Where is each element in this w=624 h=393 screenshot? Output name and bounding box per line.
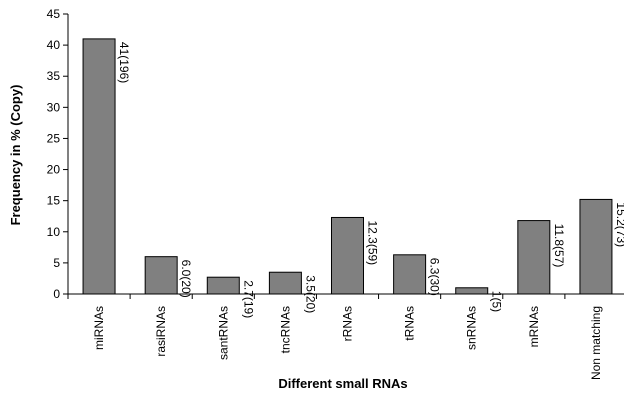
y-tick-label: 25 xyxy=(47,131,61,145)
category-label: rRNAs xyxy=(341,306,355,341)
data-label: 6.3(30) xyxy=(428,258,442,296)
x-axis: miRNAs rasiRNAs santRNAs tncRNAs rRNAs tRNAs s… xyxy=(67,293,624,380)
bars: 41(196)6.0(20)2.7(19) 3.5(20)12.3(59)6.3(… xyxy=(82,38,624,318)
category-label: snRNAs xyxy=(465,306,479,350)
y-tick-label: 0 xyxy=(53,287,60,301)
bar xyxy=(268,271,302,295)
data-label: 2.7(19) xyxy=(241,280,255,318)
data-label: 6.0(20) xyxy=(179,260,193,298)
y-tick-label: 30 xyxy=(47,100,61,114)
bar xyxy=(331,216,364,295)
category-label: miRNAs xyxy=(92,306,106,350)
data-label: 1(5) xyxy=(490,291,504,312)
y-tick-label: 45 xyxy=(47,7,61,21)
bar xyxy=(579,198,613,295)
category-label: rasiRNAs xyxy=(154,306,168,357)
y-tick-label: 35 xyxy=(47,69,61,83)
bar xyxy=(206,276,240,295)
y-tick-label: 40 xyxy=(47,38,61,52)
category-label: Non matching xyxy=(589,306,603,380)
bar xyxy=(144,256,178,295)
bar xyxy=(393,254,427,295)
category-label: tncRNAs xyxy=(278,306,292,353)
y-tick-label: 5 xyxy=(53,256,60,270)
bar xyxy=(455,287,489,295)
y-axis: 0 5 10 15 20 25 30 35 40 45 xyxy=(47,7,69,301)
y-tick-label: 15 xyxy=(47,194,61,208)
data-label: 41(196) xyxy=(117,42,131,83)
data-label: 12.3(59) xyxy=(366,220,380,265)
bar xyxy=(517,220,551,295)
category-label: tRNAs xyxy=(403,306,417,341)
category-label: santRNAs xyxy=(216,306,230,360)
data-label: 11.8(57) xyxy=(552,224,566,268)
y-tick-label: 20 xyxy=(47,163,61,177)
y-axis-title: Frequency in % (Copy) xyxy=(8,85,23,226)
y-tick-label: 10 xyxy=(47,225,61,239)
x-axis-title: Different small RNAs xyxy=(278,376,407,391)
data-label: 15.2(73) xyxy=(614,202,624,247)
bar xyxy=(82,38,116,295)
category-label: mRNAs xyxy=(527,306,541,347)
